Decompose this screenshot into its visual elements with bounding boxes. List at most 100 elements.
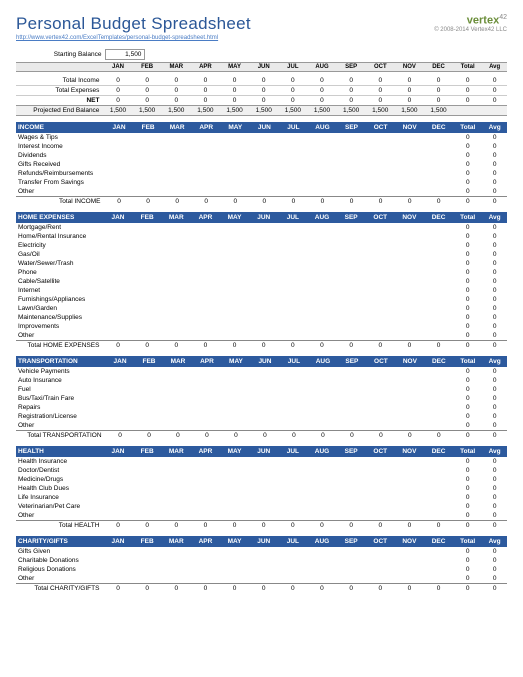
cell[interactable] (279, 403, 308, 412)
cell[interactable] (424, 511, 453, 521)
cell[interactable] (395, 466, 424, 475)
cell[interactable] (250, 403, 279, 412)
cell[interactable] (366, 250, 395, 259)
cell[interactable] (307, 232, 336, 241)
cell[interactable] (162, 223, 191, 232)
cell[interactable] (133, 547, 162, 556)
cell[interactable] (191, 466, 220, 475)
cell[interactable] (366, 286, 395, 295)
cell[interactable] (220, 574, 249, 584)
cell[interactable] (337, 322, 366, 331)
cell[interactable] (103, 223, 132, 232)
cell[interactable] (337, 421, 366, 431)
cell[interactable] (220, 241, 249, 250)
cell[interactable] (366, 178, 395, 187)
cell[interactable] (337, 259, 366, 268)
cell[interactable] (337, 547, 366, 556)
cell[interactable] (105, 160, 134, 169)
cell[interactable] (191, 475, 220, 484)
cell[interactable] (164, 412, 193, 421)
cell[interactable] (395, 511, 424, 521)
cell[interactable]: 1,500 (133, 106, 162, 116)
cell[interactable]: 0 (395, 86, 424, 96)
cell[interactable] (221, 187, 250, 197)
cell[interactable] (279, 160, 308, 169)
cell[interactable] (366, 304, 395, 313)
cell[interactable] (424, 187, 453, 197)
cell[interactable] (366, 565, 395, 574)
cell[interactable] (278, 304, 307, 313)
cell[interactable] (163, 151, 192, 160)
cell[interactable] (424, 394, 453, 403)
cell[interactable] (279, 385, 308, 394)
cell[interactable] (308, 421, 337, 431)
cell[interactable] (133, 313, 162, 322)
cell[interactable] (163, 187, 192, 197)
cell[interactable] (395, 304, 424, 313)
cell[interactable] (308, 133, 337, 142)
cell[interactable] (162, 547, 191, 556)
cell[interactable] (278, 502, 307, 511)
cell[interactable] (249, 457, 278, 466)
cell[interactable] (337, 142, 366, 151)
cell[interactable] (220, 457, 249, 466)
cell[interactable] (366, 457, 395, 466)
cell[interactable] (105, 169, 134, 178)
cell[interactable] (337, 277, 366, 286)
cell[interactable] (279, 187, 308, 197)
cell[interactable] (163, 178, 192, 187)
cell[interactable] (191, 484, 220, 493)
cell[interactable] (337, 394, 366, 403)
cell[interactable] (337, 304, 366, 313)
cell[interactable] (366, 547, 395, 556)
cell[interactable] (250, 142, 279, 151)
cell[interactable]: 0 (337, 76, 366, 86)
cell[interactable] (133, 322, 162, 331)
cell[interactable] (308, 385, 337, 394)
cell[interactable] (337, 385, 366, 394)
cell[interactable] (135, 367, 164, 376)
cell[interactable] (424, 385, 453, 394)
cell[interactable] (103, 475, 132, 484)
cell[interactable]: 0 (162, 96, 191, 106)
cell[interactable] (220, 295, 249, 304)
cell[interactable] (395, 403, 424, 412)
cell[interactable] (279, 376, 308, 385)
cell[interactable] (337, 223, 366, 232)
cell[interactable]: 0 (220, 96, 249, 106)
cell[interactable] (191, 547, 220, 556)
cell[interactable] (366, 187, 395, 197)
cell[interactable] (249, 259, 278, 268)
cell[interactable] (395, 313, 424, 322)
cell[interactable] (162, 259, 191, 268)
cell[interactable] (250, 412, 279, 421)
cell[interactable] (249, 331, 278, 341)
cell[interactable] (135, 394, 164, 403)
cell[interactable] (395, 286, 424, 295)
cell[interactable] (337, 250, 366, 259)
cell[interactable]: 1,500 (191, 106, 220, 116)
cell[interactable] (308, 367, 337, 376)
cell[interactable]: 0 (249, 96, 278, 106)
cell[interactable] (249, 556, 278, 565)
cell[interactable] (220, 466, 249, 475)
cell[interactable] (337, 556, 366, 565)
cell[interactable] (162, 457, 191, 466)
cell[interactable] (307, 250, 336, 259)
cell[interactable] (366, 259, 395, 268)
cell[interactable] (424, 574, 453, 584)
cell[interactable] (163, 169, 192, 178)
cell[interactable] (366, 133, 395, 142)
cell[interactable]: 0 (278, 76, 307, 86)
cell[interactable] (278, 277, 307, 286)
cell[interactable] (191, 259, 220, 268)
cell[interactable] (395, 574, 424, 584)
cell[interactable] (134, 151, 163, 160)
cell[interactable] (220, 565, 249, 574)
cell[interactable] (307, 493, 336, 502)
cell[interactable] (220, 232, 249, 241)
cell[interactable] (162, 574, 191, 584)
cell[interactable] (220, 286, 249, 295)
cell[interactable] (133, 232, 162, 241)
cell[interactable] (337, 565, 366, 574)
